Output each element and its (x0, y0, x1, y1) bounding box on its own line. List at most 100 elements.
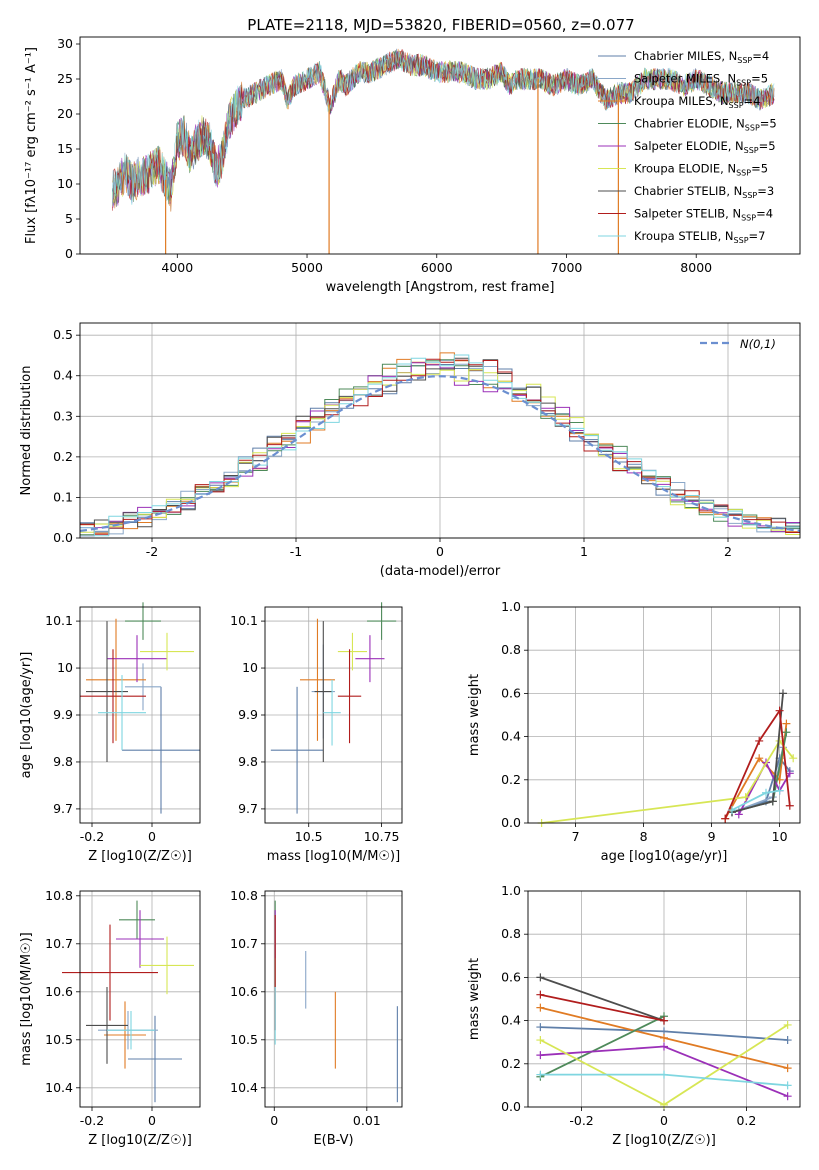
x-axis-label: wavelength [Angstrom, rest frame] (326, 280, 555, 295)
age-vs-z-panel: -0.2 0 9.7 9.8 9.9 10 10.1 Z [log10(Z/Z☉)] age [… (19, 602, 201, 864)
y-tick-label: 0.2 (53, 449, 73, 464)
x-axis-label: age [log10(age/yr)] (601, 849, 728, 864)
weight-marker (660, 1016, 668, 1025)
weight-marker (536, 1051, 545, 1060)
weight-marker (536, 990, 545, 999)
y-axis-label: Flux [fλ10⁻¹⁷ erg cm⁻² s⁻¹ A⁻¹] (24, 47, 39, 244)
x-tick-label: 8 (640, 829, 648, 844)
weight-marker (755, 754, 764, 763)
y-tick-label: 5 (65, 211, 73, 226)
normal-curve (79, 375, 801, 532)
axes-frame (79, 322, 801, 539)
x-tick-label: 0 (436, 544, 444, 559)
y-tick-label: 0.5 (53, 327, 73, 342)
weight-marker (783, 1092, 792, 1101)
weight-marker (536, 1003, 545, 1012)
y-tick-label: 9.9 (238, 707, 258, 722)
y-tick-label: 10.5 (230, 1032, 258, 1047)
y-tick-label: 10.1 (45, 613, 73, 628)
age-vs-mass-plot-area (270, 602, 397, 814)
weight-line (540, 976, 665, 1022)
weight-line (540, 1015, 665, 1078)
x-tick-label: -1 (290, 544, 302, 559)
x-axis-label: Z [log10(Z/Z☉)] (612, 1133, 716, 1148)
y-tick-label: 10.1 (230, 613, 258, 628)
weight-marker (785, 801, 794, 810)
y-tick-label: 0.0 (53, 530, 73, 545)
y-tick-label: 10.8 (45, 888, 73, 903)
legend-label: Salpeter ELODIE, NSSP=5 (634, 139, 776, 155)
mass-vs-ebv-plot-area (274, 900, 398, 1103)
y-tick-label: 0.2 (501, 772, 521, 787)
legend-label: Chabrier ELODIE, NSSP=5 (634, 117, 777, 133)
weight-marker (783, 1064, 792, 1073)
axes-frame (527, 606, 801, 824)
weight-marker (734, 810, 743, 819)
x-tick-label: 1 (580, 544, 588, 559)
weight-marker (789, 754, 798, 763)
weight-marker (660, 1070, 668, 1079)
histogram-2 (80, 352, 800, 534)
weight-vs-age-panel: 7 8 9 10 0.0 0.2 0.4 0.6 0.8 1.0 age [log10(age/yr… (467, 599, 801, 864)
x-tick-label: 0.2 (736, 1113, 756, 1128)
y-tick-label: 20 (57, 106, 73, 121)
y-tick-label: 10 (57, 660, 73, 675)
axes-frame (79, 606, 201, 824)
x-tick-label: 0 (660, 1113, 668, 1128)
y-tick-label: 9.8 (238, 754, 258, 769)
y-tick-label: 30 (57, 36, 73, 51)
x-tick-label: 7000 (551, 260, 583, 275)
histogram-6 (80, 357, 800, 529)
weight-marker (783, 1081, 792, 1090)
y-tick-label: 10 (242, 660, 258, 675)
x-tick-label: 0 (148, 829, 156, 844)
y-tick-label: 0.0 (501, 815, 521, 830)
residuals-plot-area (79, 352, 801, 537)
x-tick-label: 10 (772, 829, 788, 844)
y-tick-label: 10.8 (230, 888, 258, 903)
weight-marker (660, 1033, 668, 1042)
x-tick-label: -0.2 (80, 1113, 104, 1128)
x-tick-label: 9 (708, 829, 716, 844)
x-tick-label: 5000 (291, 260, 323, 275)
mass-vs-z-plot-area (62, 900, 194, 1103)
x-tick-label: 0.01 (353, 1113, 381, 1128)
weight-vs-z-plot-area (536, 973, 792, 1109)
y-tick-label: 9.8 (53, 754, 73, 769)
x-tick-label: 10.75 (364, 829, 400, 844)
y-tick-label: 0.3 (53, 408, 73, 423)
y-tick-label: 10.7 (230, 936, 258, 951)
axes-frame (264, 890, 403, 1108)
legend-label: Kroupa ELODIE, NSSP=5 (634, 162, 768, 178)
histogram-7 (80, 358, 800, 535)
y-axis-label: mass [log10(M/M☉)] (19, 932, 34, 1065)
legend-label: Kroupa STELIB, NSSP=7 (634, 229, 765, 245)
x-tick-label: 0 (148, 1113, 156, 1128)
x-tick-label: 0 (270, 1113, 278, 1128)
weight-marker (782, 719, 791, 728)
weight-line (724, 708, 791, 820)
x-tick-label: 2 (724, 544, 732, 559)
weight-marker (775, 706, 784, 715)
weight-marker (741, 793, 750, 802)
legend-label: Chabrier MILES, NSSP=4 (634, 49, 769, 65)
y-tick-label: 9.7 (238, 801, 258, 816)
y-tick-label: 10.6 (45, 984, 73, 999)
x-tick-label: 7 (572, 829, 580, 844)
x-tick-label: -0.2 (80, 829, 104, 844)
spectrum-plot-area (112, 48, 775, 254)
weight-marker (536, 1023, 545, 1032)
y-tick-label: 1.0 (501, 599, 521, 614)
x-axis-label: (data-model)/error (380, 564, 501, 579)
weight-marker (782, 728, 791, 737)
legend-label: Chabrier STELIB, NSSP=3 (634, 184, 774, 200)
weight-marker (536, 973, 545, 982)
weight-marker (783, 1020, 792, 1029)
x-tick-label: 10.5 (295, 829, 323, 844)
y-tick-label: 0.0 (501, 1099, 521, 1114)
x-tick-label: 4000 (161, 260, 193, 275)
legend-label: Salpeter MILES, NSSP=5 (634, 72, 768, 88)
figure-title: PLATE=2118, MJD=53820, FIBERID=0560, z=0… (247, 16, 634, 34)
weight-marker (536, 1036, 545, 1045)
spectrum-legend: Chabrier MILES, NSSP=4 Salpeter MILES, NS… (598, 49, 777, 245)
